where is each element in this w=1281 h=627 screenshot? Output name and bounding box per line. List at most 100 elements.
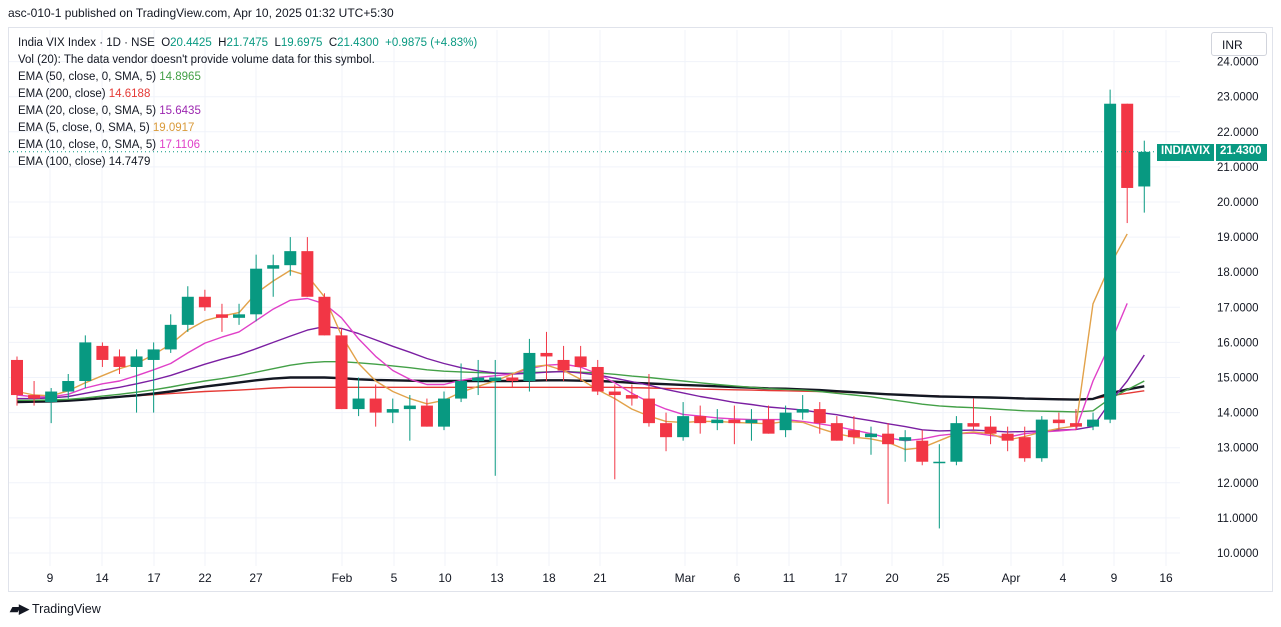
candle [762, 405, 775, 434]
candle-body [523, 352, 536, 382]
candle-body [472, 377, 485, 382]
candle-body [711, 419, 724, 424]
legend-ema-20[interactable]: EMA (20, close, 0, SMA, 5) 15.6435 [18, 103, 201, 120]
candle-body [916, 440, 929, 462]
candle-body [591, 366, 604, 392]
legend-title-row: India VIX Index · 1D · NSE O20.4425 H21.… [18, 35, 477, 52]
candle [796, 395, 809, 420]
candle [677, 402, 690, 441]
y-tick-label: 13.0000 [1217, 443, 1259, 455]
candle [574, 345, 587, 382]
legend-close: 21.4300 [337, 37, 379, 49]
legend-ema-100[interactable]: EMA (100, close) 14.7479 [18, 154, 150, 171]
candle [1104, 89, 1117, 424]
candle [130, 349, 143, 413]
ema-100-value: 14.7479 [108, 156, 151, 168]
candle [882, 423, 895, 504]
candle [438, 391, 450, 431]
x-tick-label: 9 [47, 571, 54, 585]
legend-ema-50[interactable]: EMA (50, close, 0, SMA, 5) 14.8965 [18, 69, 201, 86]
candle-body [438, 398, 450, 427]
legend-high: 21.7475 [226, 37, 269, 49]
y-tick-label: 16.0000 [1217, 337, 1259, 349]
ema-100-label: EMA (100, close) [18, 156, 106, 168]
y-tick-label: 17.0000 [1217, 302, 1259, 314]
ema-line [16, 376, 1145, 404]
candle [45, 388, 58, 424]
candle-body [728, 419, 741, 424]
legend-ema-200[interactable]: EMA (200, close) 14.6188 [18, 86, 150, 103]
y-tick-label: 15.0000 [1217, 373, 1259, 385]
candle [181, 286, 194, 332]
x-tick-label: 14 [95, 571, 109, 585]
x-tick-label: 22 [198, 571, 212, 585]
candle-body [369, 398, 382, 413]
candle [1087, 412, 1100, 431]
legend-ema-10[interactable]: EMA (10, close, 0, SMA, 5) 17.1106 [18, 137, 200, 154]
x-tick-label: 9 [1111, 571, 1118, 585]
legend-high-label: H [218, 37, 227, 49]
legend-open-label: O [161, 37, 171, 49]
candle-body [113, 356, 126, 367]
candle-body [967, 423, 980, 427]
ema-line [16, 297, 1128, 442]
candle [301, 237, 314, 297]
chart-frame [8, 27, 1273, 592]
candle [147, 342, 160, 413]
candle-body [45, 391, 58, 403]
candle-body [625, 395, 638, 399]
candle-body [540, 352, 553, 357]
candle [830, 416, 843, 441]
x-tick-label: 20 [885, 571, 899, 585]
candle [728, 405, 741, 445]
candle-body [233, 314, 246, 318]
candle [1069, 409, 1082, 431]
ema-5-value: 19.0917 [152, 122, 195, 134]
x-tick-label: 25 [936, 571, 950, 585]
candle [1001, 426, 1014, 452]
tradingview-logo[interactable]: ▰▶ TradingView [10, 601, 101, 617]
candle-body [335, 335, 348, 410]
y-tick-label: 11.0000 [1217, 513, 1258, 525]
candle-body [1069, 423, 1082, 427]
candle-body [284, 251, 297, 266]
candle [967, 398, 980, 431]
candle-body [745, 419, 758, 424]
legend-change: +0.9875 (+4.83%) [385, 37, 478, 49]
candle-body [1121, 103, 1134, 188]
candle-body [557, 359, 570, 371]
x-axis: 9 14 17 22 27 Feb 5 10 13 18 21 Mar 6 11 17 20 25 Apr 4 9 16 [47, 571, 1173, 585]
candle-body [1035, 419, 1048, 459]
candle-body [403, 405, 416, 410]
ema-20-value: 15.6435 [159, 105, 201, 117]
legend-low-label: L [274, 37, 281, 49]
candle-body [352, 398, 365, 410]
candle-body [250, 268, 263, 315]
candle-layer [11, 89, 1151, 529]
candle [386, 398, 399, 424]
candle-body [130, 356, 143, 367]
y-tick-label: 20.0000 [1217, 197, 1259, 209]
candle [916, 430, 929, 466]
candle-body [1001, 433, 1014, 441]
candle-body [96, 345, 109, 360]
candle-body [950, 423, 963, 462]
candle-body [762, 419, 775, 434]
candle-body [882, 433, 895, 445]
candle-body [198, 296, 211, 308]
candle-body [1018, 437, 1031, 459]
candle-body [489, 377, 502, 382]
currency-button[interactable]: INR [1211, 32, 1267, 56]
candle-body [11, 359, 23, 396]
y-tick-label: 24.0000 [1217, 57, 1259, 69]
candle [318, 293, 331, 336]
legend-symbol-title: India VIX Index · 1D · NSE [18, 37, 155, 49]
ema-5-label: EMA (5, close, 0, SMA, 5) [18, 122, 150, 134]
candle-body [830, 423, 843, 441]
candle [506, 373, 519, 389]
legend-ema-5[interactable]: EMA (5, close, 0, SMA, 5) 19.0917 [18, 120, 194, 137]
candle [591, 359, 604, 396]
ema-line [16, 233, 1128, 451]
x-tick-label: 13 [490, 571, 504, 585]
